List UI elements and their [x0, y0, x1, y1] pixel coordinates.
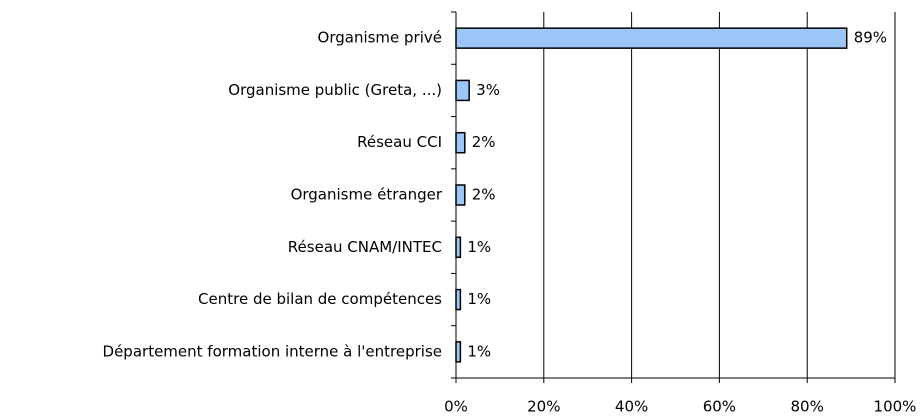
bar: [455, 288, 462, 311]
bar: [455, 341, 462, 363]
y-tick-label: Réseau CCI: [357, 133, 442, 151]
y-tick-label: Organisme étranger: [291, 186, 443, 204]
data-label: 89%: [854, 29, 887, 47]
bar: [455, 131, 466, 154]
y-tick-label: Centre de bilan de compétences: [198, 290, 442, 308]
bar: [455, 236, 462, 259]
x-tick-label: 60%: [703, 398, 736, 416]
data-label: 3%: [476, 81, 500, 99]
x-tick-label: 0%: [444, 398, 468, 416]
data-label: 2%: [472, 186, 496, 204]
data-label: 1%: [467, 238, 491, 256]
y-tick-label: Réseau CNAM/INTEC: [288, 238, 442, 256]
bar: [455, 184, 466, 206]
bar: [455, 79, 470, 102]
data-label: 1%: [467, 290, 491, 308]
x-tick-label: 20%: [527, 398, 560, 416]
y-tick-label: Organisme privé: [318, 29, 442, 47]
x-tick-label: 100%: [874, 398, 917, 416]
bar: [455, 27, 848, 49]
y-tick-label: Département formation interne à l'entrep…: [103, 342, 442, 360]
x-tick-label: 80%: [791, 398, 824, 416]
x-tick-label: 40%: [615, 398, 648, 416]
data-label: 1%: [467, 342, 491, 360]
data-label: 2%: [472, 133, 496, 151]
y-tick-label: Organisme public (Greta, ...): [228, 81, 442, 99]
